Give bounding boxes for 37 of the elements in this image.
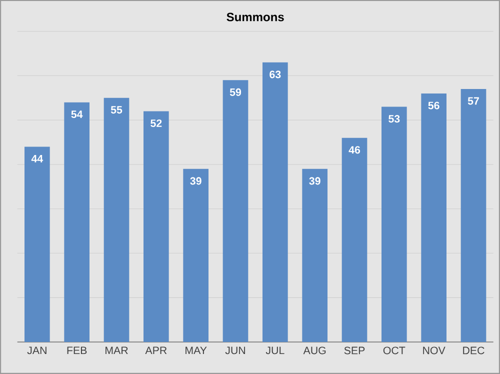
data-label: 39 <box>190 177 202 185</box>
data-label: 39 <box>309 177 320 185</box>
bar <box>24 146 50 342</box>
bar <box>302 168 328 342</box>
bar <box>382 106 407 342</box>
bar <box>104 98 130 342</box>
x-tick-label: AUG <box>303 346 326 354</box>
bar <box>222 80 248 342</box>
data-label: 55 <box>110 106 122 114</box>
chart-title: Summons <box>226 12 284 22</box>
data-label: 54 <box>71 110 83 118</box>
data-label: 63 <box>270 70 281 78</box>
bar <box>421 93 446 342</box>
x-tick-label: JUL <box>266 346 284 354</box>
data-label: 44 <box>31 154 44 162</box>
x-tick-label: OCT <box>383 346 406 354</box>
bar <box>144 111 169 342</box>
bar <box>342 138 368 342</box>
x-tick-label: MAY <box>186 346 207 354</box>
bar <box>183 168 209 342</box>
x-tick-label: SEP <box>344 346 365 354</box>
data-label: 57 <box>468 97 479 105</box>
data-label: 59 <box>230 88 242 96</box>
x-tick-label: JAN <box>27 346 46 354</box>
data-label: 53 <box>388 115 400 123</box>
bar <box>64 102 90 342</box>
data-label: 56 <box>428 102 440 110</box>
data-label: 52 <box>150 119 162 128</box>
x-tick-label: JUN <box>225 346 246 354</box>
bar <box>262 62 288 342</box>
x-tick-label: NOV <box>423 346 446 354</box>
x-tick-label: MAR <box>106 346 128 354</box>
x-tick-label: DEC <box>463 346 484 354</box>
bar <box>460 89 486 342</box>
x-tick-label: FEB <box>67 346 87 354</box>
data-label: 46 <box>348 146 360 154</box>
x-tick-label: APR <box>145 346 167 354</box>
